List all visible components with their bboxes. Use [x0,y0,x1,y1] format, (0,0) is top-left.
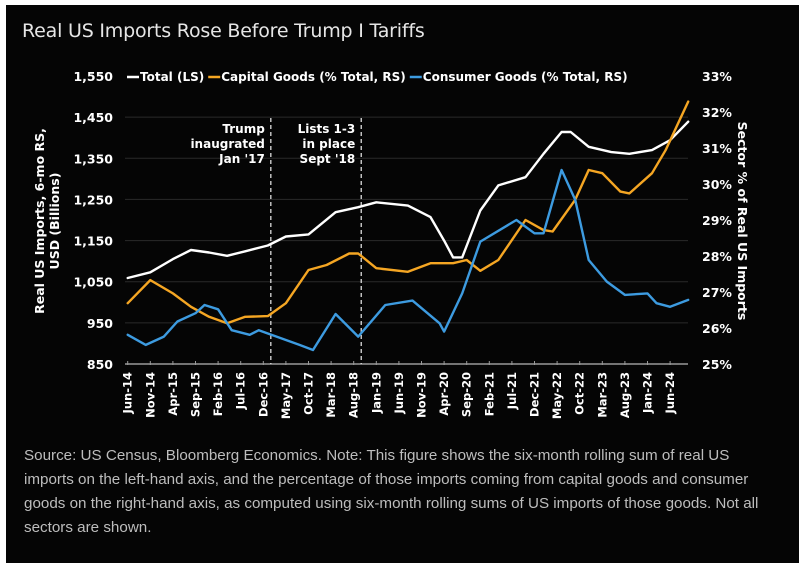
x-tick-label: Nov-19 [415,372,429,418]
left-tick-label: 1,050 [73,275,113,290]
left-axis-title-line2: USD (Billions) [47,173,62,270]
chart-title: Real US Imports Rose Before Trump I Tari… [22,20,425,42]
x-tick-label: Jul-21 [505,372,519,410]
source-note: Source: US Census, Bloomberg Economics. … [24,447,759,536]
x-tick-label: Apr-20 [437,372,451,416]
x-tick-label: Feb-21 [482,372,496,416]
x-tick-label: Jun-24 [663,372,677,414]
series-line-capital-goods [126,100,690,325]
legend-label: Consumer Goods (% Total, RS) [423,70,628,84]
legend: Total (LS) Capital Goods (% Total, RS) Con… [127,70,628,84]
x-tick-label: Jan-19 [369,372,383,414]
left-tick-label: 1,450 [73,110,113,125]
event-label: Jan '17 [218,152,265,166]
x-tick-label: Dec-16 [256,372,270,417]
left-tick-label: 850 [87,357,113,372]
x-tick-label: Aug-23 [618,372,632,418]
bottom-border [0,563,799,575]
x-tick-label: Feb-16 [211,372,225,416]
right-tick-label: 26% [702,321,732,336]
series-line-consumer-goods [126,168,690,352]
legend-label: Total (LS) [140,70,204,84]
event-label: Sept '18 [300,152,356,166]
legend-label: Capital Goods (% Total, RS) [221,70,406,84]
x-tick-label: Mar-23 [595,372,609,418]
x-tick-label: Jan-24 [641,372,655,414]
series-line-total [126,120,690,280]
left-tick-label: 1,150 [73,234,113,249]
left-axis-ticks: 1,550 1,450 1,350 1,250 1,150 1,050 950 850 [73,69,113,372]
x-axis: Jun-14 Nov-14 Apr-15 Sep-15 Feb-16 Jul-16 Dec-… [121,361,688,419]
gridlines [125,116,688,324]
right-tick-label: 33% [702,69,732,84]
x-tick-label: Jul-16 [234,372,248,410]
x-tick-label: Oct-22 [573,372,587,415]
x-tick-label: Apr-15 [166,372,180,416]
right-tick-label: 29% [702,213,732,228]
x-tick-label: Jun-14 [121,372,135,414]
x-tick-label: Sep-20 [460,372,474,417]
x-tick-label: Mar-18 [324,372,338,418]
x-tick-label: May-17 [279,372,293,419]
event-label: in place [302,137,355,151]
right-tick-label: 31% [702,141,732,156]
right-tick-label: 30% [702,177,732,192]
x-tick-label: Dec-21 [528,372,542,417]
left-tick-label: 950 [87,316,113,331]
right-axis-title: Sector % of Real US Imports [735,122,750,321]
x-tick-label: May-22 [550,372,564,419]
right-tick-label: 28% [702,249,732,264]
x-tick-label: Oct-17 [302,372,316,415]
left-tick-label: 1,250 [73,192,113,207]
x-tick-label: Aug-18 [347,372,361,418]
right-tick-label: 32% [702,105,732,120]
right-tick-label: 25% [702,357,732,372]
event-label: inaugrated [190,137,264,151]
event-label: Trump [222,122,265,136]
right-tick-label: 27% [702,285,732,300]
left-tick-label: 1,350 [73,151,113,166]
left-axis-title-line1: Real US Imports, 6-mo RS, [32,128,47,314]
event-label: Lists 1-3 [298,122,356,136]
x-tick-label: Sep-15 [189,372,203,417]
x-tick-label: Jun-19 [392,372,406,414]
chart-panel [6,5,799,563]
x-tick-label: Nov-14 [143,372,157,418]
left-tick-label: 1,550 [73,69,113,84]
right-axis-ticks: 33% 32% 31% 30% 29% 28% 27% 26% 25% [702,69,732,372]
series-lines [126,100,690,352]
